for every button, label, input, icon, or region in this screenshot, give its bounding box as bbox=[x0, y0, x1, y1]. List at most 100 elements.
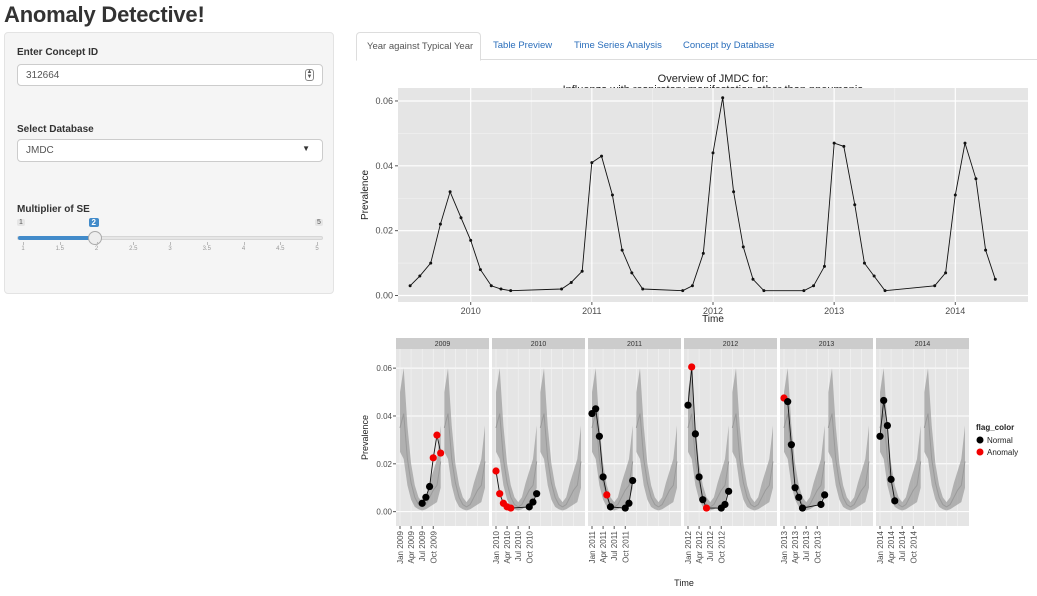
x-tick-label: Oct 2009 bbox=[429, 530, 438, 563]
facet-strip bbox=[588, 338, 681, 349]
y-tick-label: 0.06 bbox=[375, 96, 393, 106]
prevalence-point bbox=[842, 144, 846, 148]
database-select[interactable]: JMDC ▼ bbox=[17, 139, 323, 162]
prevalence-point bbox=[681, 289, 685, 293]
tab-time-series-analysis[interactable]: Time Series Analysis bbox=[574, 40, 662, 51]
x-tick-label: Jan 2014 bbox=[876, 530, 885, 563]
x-tick-label: Jan 2010 bbox=[492, 530, 501, 563]
prevalence-point bbox=[690, 284, 694, 288]
legend-title: flag_color bbox=[976, 423, 1014, 432]
prevalence-point bbox=[872, 274, 876, 278]
x-tick-label: Oct 2014 bbox=[909, 530, 918, 563]
slider-grid-label: 5 bbox=[315, 246, 319, 252]
prevalence-point bbox=[974, 177, 978, 181]
normal-point bbox=[606, 503, 615, 511]
normal-point bbox=[418, 499, 426, 507]
slider-grid-label: 2.5 bbox=[129, 246, 138, 252]
normal-point bbox=[691, 430, 699, 438]
slider-grid-line bbox=[96, 242, 98, 245]
prevalence-point bbox=[610, 193, 614, 197]
prevalence-point bbox=[560, 287, 564, 291]
x-tick-label: Apr 2013 bbox=[791, 530, 800, 563]
slider-max-label: 5 bbox=[315, 219, 323, 226]
tab-year-against-typical-year[interactable]: Year against Typical Year bbox=[356, 32, 481, 61]
caret-down-icon: ▼ bbox=[302, 144, 310, 153]
tab-concept-by-database[interactable]: Concept by Database bbox=[683, 40, 775, 51]
normal-point bbox=[817, 500, 825, 509]
normal-point bbox=[721, 500, 729, 509]
x-tick-label: Oct 2010 bbox=[525, 530, 534, 563]
prevalence-point bbox=[832, 141, 836, 145]
prevalence-point bbox=[408, 284, 412, 288]
normal-point bbox=[891, 497, 899, 505]
tab-table-preview[interactable]: Table Preview bbox=[493, 40, 553, 51]
y-axis-title: Prevalence bbox=[360, 170, 371, 220]
facet-strip bbox=[780, 338, 873, 349]
prevalence-point bbox=[569, 281, 573, 285]
normal-point bbox=[629, 476, 637, 485]
slider-grid-line bbox=[59, 242, 61, 245]
facet-panel: 2010 Jan 2010 Apr 2010 Jul 2010 Oct 2010 bbox=[492, 338, 585, 564]
x-tick-label: Oct 2011 bbox=[621, 530, 630, 562]
prevalence-point bbox=[944, 271, 948, 275]
multiplier-slider-track[interactable] bbox=[17, 231, 323, 245]
facet-strip-label: 2013 bbox=[819, 341, 835, 348]
x-tick-label: Jan 2012 bbox=[684, 530, 693, 563]
typical-year-mean-line bbox=[539, 413, 582, 508]
prevalence-point bbox=[741, 245, 745, 249]
normal-point bbox=[684, 401, 692, 409]
normal-point bbox=[798, 504, 807, 512]
anomaly-point bbox=[492, 467, 500, 475]
multiplier-label: Multiplier of SE bbox=[17, 204, 90, 215]
normal-point bbox=[876, 432, 884, 440]
concept-id-label: Enter Concept ID bbox=[17, 47, 99, 58]
slider-min-label: 1 bbox=[17, 219, 25, 226]
x-tick-label: Jul 2010 bbox=[514, 530, 523, 561]
y-tick-label: 0.06 bbox=[376, 364, 392, 373]
normal-point bbox=[699, 496, 707, 504]
slider-value-badge: 2 bbox=[88, 218, 99, 227]
prevalence-point bbox=[862, 261, 866, 265]
prevalence-point bbox=[600, 154, 604, 158]
x-axis-title: Time bbox=[674, 578, 694, 588]
x-tick-label: 2012 bbox=[703, 306, 723, 316]
slider-grid-label: 1.5 bbox=[55, 246, 64, 252]
slider-grid-label: 2 bbox=[94, 246, 99, 252]
y-tick-label: 0.04 bbox=[375, 161, 393, 171]
slider-handle[interactable] bbox=[87, 231, 102, 245]
app-title: Anomaly Detective! bbox=[4, 2, 205, 27]
x-tick-label: Apr 2011 bbox=[599, 530, 608, 562]
prevalence-point bbox=[963, 141, 967, 145]
overview-line-chart: Overview of JMDC for:Influenza with resp… bbox=[360, 73, 1028, 325]
x-tick-label: Jan 2011 bbox=[588, 530, 597, 563]
x-tick-label: Jan 2013 bbox=[780, 530, 789, 563]
y-tick-label: 0.02 bbox=[376, 460, 392, 469]
prevalence-point bbox=[499, 287, 503, 291]
prevalence-point bbox=[448, 190, 452, 194]
x-tick-label: 2010 bbox=[461, 306, 481, 316]
facet-strip-label: 2011 bbox=[627, 341, 642, 348]
prevalence-point bbox=[751, 277, 755, 281]
chart-title-line: Overview of JMDC for: bbox=[658, 73, 769, 85]
typical-year-mean-line bbox=[731, 413, 774, 508]
anomaly-point bbox=[429, 454, 437, 462]
typical-year-mean-line bbox=[635, 413, 678, 508]
concept-id-input[interactable]: 312664 ▲ ▼ bbox=[17, 64, 323, 86]
x-tick-label: Jul 2012 bbox=[706, 530, 715, 561]
anomaly-point bbox=[702, 504, 711, 512]
number-spinner-icon[interactable]: ▲ ▼ bbox=[305, 69, 314, 81]
facet-panel: 2009 Jan 2009 Apr 2009 Jul 2009 Oct 2009 bbox=[396, 338, 489, 564]
facet-panel: 2014 Jan 2014 Apr 2014 Jul 2014 Oct 2014 bbox=[876, 338, 969, 564]
x-tick-label: 2013 bbox=[824, 306, 844, 316]
y-tick-label: 0.02 bbox=[375, 226, 393, 236]
prevalence-point bbox=[853, 203, 857, 207]
facet-strip bbox=[876, 338, 969, 349]
y-tick-label: 0.04 bbox=[376, 412, 392, 421]
prevalence-point bbox=[721, 96, 725, 100]
legend-swatch bbox=[976, 448, 984, 456]
normal-point bbox=[592, 405, 600, 413]
typical-year-mean-line bbox=[495, 413, 538, 508]
prevalence-point bbox=[812, 284, 816, 288]
normal-point bbox=[625, 499, 633, 507]
slider-grid-label: 3 bbox=[168, 246, 172, 252]
